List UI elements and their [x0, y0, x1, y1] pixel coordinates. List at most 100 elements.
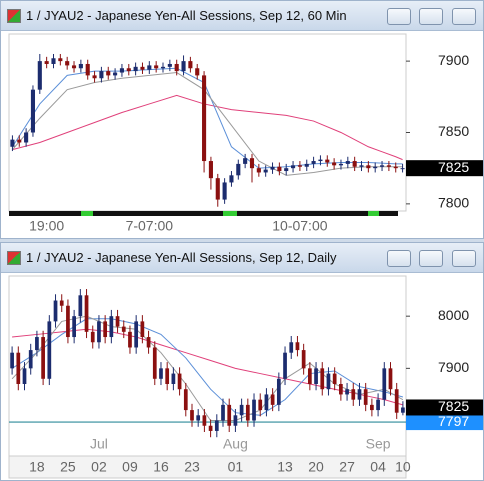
candle-body	[386, 165, 391, 167]
close-button[interactable]	[452, 250, 476, 267]
candle-body	[113, 72, 118, 76]
title-bar: 1 / JYAU2 - Japanese Yen-All Sessions, S…	[1, 1, 483, 31]
y-tick-label: 7900	[438, 359, 469, 375]
y-tick-label: 7850	[438, 123, 469, 139]
candle-body	[263, 169, 268, 173]
x-tick-label: 04	[370, 459, 386, 475]
window-icon	[7, 9, 21, 23]
session-segment	[81, 211, 93, 216]
candle-body	[382, 368, 387, 400]
candle-body	[221, 404, 225, 421]
candle-body	[229, 175, 234, 183]
candle-body	[379, 165, 385, 167]
candle-body	[208, 425, 213, 431]
candle-body	[277, 166, 282, 172]
candle-body	[126, 68, 131, 72]
candle-body	[233, 415, 238, 426]
month-label: Aug	[223, 436, 248, 452]
month-label: Jul	[90, 436, 108, 452]
candle-body	[393, 166, 398, 169]
y-tick-label: 7800	[438, 195, 469, 211]
candle-body	[245, 404, 250, 421]
candle-body	[78, 295, 83, 317]
candle-body	[59, 300, 64, 306]
candle-body	[183, 389, 188, 411]
candle-body	[17, 139, 22, 143]
candle-body	[332, 162, 337, 166]
candle-body	[326, 373, 331, 390]
window-icon	[7, 251, 21, 265]
candle-body	[154, 65, 159, 69]
candle-body	[239, 404, 244, 416]
candle-body	[345, 389, 349, 395]
candle-body	[115, 316, 120, 327]
plot-area	[8, 33, 407, 212]
candle-body	[352, 161, 357, 167]
candle-body	[160, 66, 166, 69]
candle-body	[338, 163, 344, 166]
x-tick-label: 01	[228, 459, 244, 475]
maximize-button[interactable]	[419, 8, 443, 25]
candle-body	[30, 89, 36, 133]
candle-body	[366, 165, 371, 169]
candle-body	[222, 182, 227, 200]
candle-body	[84, 295, 89, 332]
candle-body	[320, 368, 325, 390]
candle-body	[71, 65, 77, 69]
candle-body	[146, 337, 151, 348]
candle-body	[318, 159, 323, 162]
plot-area	[8, 275, 407, 457]
candle-body	[284, 168, 289, 172]
chart-window: 1 / JYAU2 - Japanese Yen-All Sessions, S…	[0, 242, 484, 481]
candle-body	[249, 158, 255, 169]
candle-body	[167, 63, 172, 67]
candle-body	[99, 71, 104, 79]
last-price-box	[406, 160, 483, 177]
window-title: 1 / JYAU2 - Japanese Yen-All Sessions, S…	[26, 8, 347, 23]
x-tick-label: 16	[153, 459, 169, 475]
candle-body	[264, 394, 269, 411]
x-tick-label: 18	[29, 459, 45, 475]
last-price-label: 7825	[438, 398, 469, 414]
candle-body	[202, 75, 207, 162]
candle-body	[190, 410, 194, 421]
maximize-button[interactable]	[419, 250, 443, 267]
candle-body	[72, 316, 76, 338]
candle-body	[119, 68, 124, 73]
candle-body	[90, 331, 95, 343]
close-button[interactable]	[452, 8, 476, 25]
candle-body	[256, 168, 261, 173]
candle-body	[208, 161, 213, 179]
candle-body	[140, 321, 145, 338]
candle-body	[28, 350, 33, 369]
candle-body	[16, 352, 21, 384]
minimize-button[interactable]	[387, 8, 411, 25]
candle-body	[103, 321, 108, 338]
minimize-button[interactable]	[387, 250, 411, 267]
candle-body	[85, 63, 90, 76]
reference-label: 7797	[438, 413, 469, 429]
candle-body	[345, 161, 350, 164]
last-price-label: 7825	[438, 159, 469, 175]
month-label: Sep	[366, 436, 391, 452]
candle-body	[314, 368, 318, 384]
candle-body	[10, 139, 15, 147]
candle-body	[22, 368, 27, 384]
candle-body	[24, 132, 29, 143]
candle-body	[35, 337, 39, 351]
y-tick-label: 8000	[438, 307, 469, 323]
candle-body	[174, 63, 179, 72]
candle-body	[37, 61, 42, 90]
candle-body	[188, 61, 193, 69]
candle-body	[400, 168, 405, 170]
candle-body	[133, 66, 138, 72]
candle-body	[152, 347, 157, 379]
candle-body	[357, 389, 362, 400]
candle-body	[243, 158, 248, 164]
chart: 7800 7850 7900 19:00 7-07:00 10-07:00 7825	[8, 33, 483, 234]
reference-box	[406, 414, 483, 431]
last-price-box	[406, 399, 483, 416]
candle-body	[325, 159, 330, 163]
candle-body	[53, 300, 58, 322]
x-tick-label: 20	[308, 459, 324, 475]
